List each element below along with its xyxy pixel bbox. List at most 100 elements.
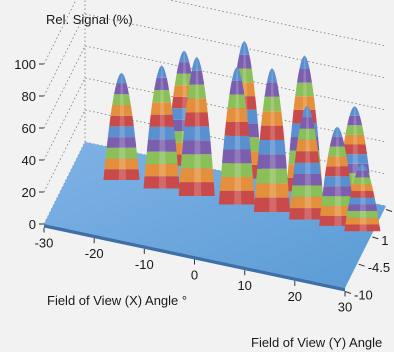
peaks-layer	[103, 41, 381, 232]
peak-band	[343, 134, 366, 145]
peak-band	[266, 68, 278, 83]
x-tick-label: 30	[338, 300, 352, 315]
peak-band	[299, 55, 310, 69]
peak-band	[154, 77, 170, 90]
peak-band	[178, 182, 215, 196]
peak-band	[223, 135, 251, 150]
peak-band	[145, 151, 178, 164]
z-tick-label: 60	[22, 121, 36, 136]
peak-band	[299, 117, 315, 129]
y-tick	[358, 263, 365, 267]
peak-band	[342, 144, 367, 155]
peak-band	[258, 140, 286, 155]
peak	[344, 164, 381, 232]
y-tick	[385, 209, 393, 212]
peak-band	[149, 114, 174, 127]
peak-band	[349, 106, 360, 116]
peak-band	[222, 149, 252, 164]
peak-band	[259, 125, 285, 140]
peak-band	[327, 146, 347, 157]
grid-line	[43, 77, 387, 161]
peak-band	[180, 154, 213, 169]
grid-line	[43, 0, 387, 65]
peak-band	[348, 197, 376, 205]
peak-band	[189, 70, 205, 85]
y-tick	[372, 236, 379, 240]
peak-band	[326, 156, 349, 167]
x-tick-label: -10	[135, 257, 154, 272]
x-tick-label: -30	[35, 236, 54, 251]
peak	[289, 105, 326, 220]
peak-band	[341, 154, 369, 164]
peak-band	[253, 197, 291, 212]
peak-band	[156, 65, 167, 78]
y-tick-label: -10	[354, 288, 373, 303]
peak-band	[290, 196, 325, 209]
peak	[143, 65, 180, 189]
peak-band	[179, 50, 190, 63]
peak-band	[110, 105, 133, 116]
peak-band	[345, 217, 380, 225]
peak-band	[332, 126, 343, 137]
peak-band	[176, 62, 192, 74]
peak-band	[231, 66, 242, 81]
peak-band	[350, 190, 375, 198]
x-tick-label: -20	[85, 246, 104, 261]
peak-band	[323, 176, 351, 187]
peak-band	[293, 162, 321, 174]
peak-highlight	[304, 105, 312, 220]
x-axis: -30 -20 -10 0 10 20 30	[35, 227, 352, 315]
peak-band	[255, 183, 289, 198]
peak-band	[226, 108, 248, 122]
z-tick-label: 20	[22, 185, 36, 200]
peak-band	[344, 224, 381, 232]
peak-band	[320, 206, 355, 216]
peak-band	[297, 69, 312, 83]
peak-band	[187, 84, 207, 99]
peak	[319, 126, 356, 226]
grid-line	[43, 45, 387, 129]
peak-highlight	[269, 68, 277, 212]
peak-band	[302, 105, 313, 118]
peak-band	[114, 83, 129, 95]
peak-band	[351, 184, 374, 191]
x-tick-label: 20	[288, 289, 302, 304]
y-tick-label: -4.5	[368, 260, 390, 275]
z-tick-label: 80	[22, 89, 36, 104]
peak-band	[104, 158, 139, 170]
peak-band	[324, 166, 350, 177]
peak-band	[143, 176, 180, 189]
peak-highlight	[359, 164, 367, 232]
grid-line	[43, 109, 387, 193]
peak-band	[112, 94, 131, 105]
peak-band	[106, 137, 137, 148]
peak-band	[105, 147, 138, 159]
x-tick-label: 0	[191, 268, 198, 283]
peak-band	[146, 139, 177, 152]
z-axis-title: Rel. Signal (%)	[46, 12, 133, 27]
peak-band	[218, 190, 255, 205]
y-axis-title: Field of View (Y) Angle	[251, 335, 382, 350]
peak-band	[107, 126, 136, 138]
peak-band	[103, 169, 140, 180]
peak-band	[293, 96, 316, 110]
peak-band	[345, 125, 364, 135]
peak-band	[184, 112, 210, 127]
floor-edge	[44, 224, 345, 292]
peak-band	[179, 168, 214, 183]
peak-band	[227, 94, 247, 109]
peak	[218, 66, 255, 205]
peak-band	[116, 72, 127, 84]
peak-band	[150, 102, 173, 115]
peak-band	[148, 126, 176, 140]
peak-highlight	[194, 56, 202, 196]
peak-highlight	[158, 65, 167, 189]
y-tick-label: 1	[381, 233, 388, 248]
peak-band	[354, 170, 370, 178]
peak-band	[256, 168, 288, 184]
peak-band	[261, 111, 283, 126]
peak-highlight	[234, 66, 242, 205]
z-axis: 0 20 40 60 80 100	[14, 57, 44, 232]
z-tick-label: 0	[29, 217, 36, 232]
peak-band	[321, 196, 354, 206]
